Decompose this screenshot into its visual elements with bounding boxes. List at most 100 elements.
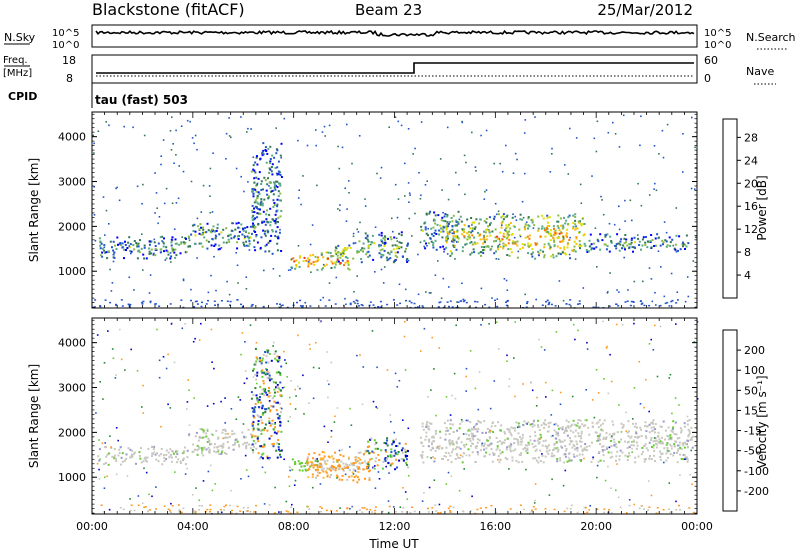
velocity-cell <box>427 511 430 513</box>
power-cell <box>397 120 400 123</box>
power-cell <box>279 174 282 176</box>
power-cell <box>136 243 139 246</box>
velocity-cell <box>390 451 393 454</box>
velocity-cell <box>454 447 457 450</box>
velocity-cell <box>564 469 567 472</box>
velocity-cell <box>380 449 383 452</box>
power-cell <box>417 253 419 256</box>
power-cell <box>335 253 338 256</box>
velocity-cell <box>215 429 218 432</box>
power-cell <box>251 188 254 191</box>
power-cell <box>163 202 166 205</box>
power-cell <box>493 215 496 218</box>
power-cell <box>466 238 469 241</box>
velocity-cell <box>543 349 546 351</box>
velocity-cell <box>432 436 435 439</box>
velocity-cell <box>396 445 399 448</box>
power-cell <box>349 246 352 249</box>
power-cell <box>251 219 254 222</box>
velocity-cell <box>481 444 483 447</box>
power-cell <box>579 220 581 223</box>
colorbar-tick-label: 8 <box>744 246 751 259</box>
velocity-cell <box>330 474 332 476</box>
power-cell <box>480 134 482 137</box>
power-cell <box>467 225 470 228</box>
power-cell <box>268 213 271 216</box>
velocity-cell <box>168 456 171 459</box>
power-cell <box>618 249 621 252</box>
velocity-cell <box>289 416 291 418</box>
power-cell <box>182 170 185 173</box>
velocity-cell <box>339 453 342 456</box>
power-cell <box>276 203 279 206</box>
power-cell <box>442 277 445 280</box>
velocity-cell <box>429 449 432 452</box>
velocity-cell <box>584 419 586 422</box>
power-cell <box>547 242 550 245</box>
velocity-cell <box>259 445 262 448</box>
velocity-cell <box>184 446 186 449</box>
power-cell <box>130 250 133 253</box>
velocity-cell <box>387 455 389 458</box>
power-cell <box>691 116 693 119</box>
velocity-cell <box>302 374 304 377</box>
velocity-cell <box>439 430 442 433</box>
velocity-cell <box>582 425 585 428</box>
velocity-cell <box>316 474 319 477</box>
power-cell <box>547 231 550 234</box>
power-cell <box>592 306 595 308</box>
velocity-cell <box>362 366 365 368</box>
velocity-cell <box>266 369 268 371</box>
power-cell <box>160 155 162 157</box>
power-cell <box>320 268 323 271</box>
velocity-cell <box>231 433 234 436</box>
velocity-cell <box>320 320 322 323</box>
power-cell <box>577 303 579 305</box>
velocity-cell <box>652 349 655 351</box>
velocity-cell <box>101 442 104 445</box>
velocity-cell <box>390 455 393 458</box>
velocity-cell <box>608 446 611 449</box>
power-cell <box>185 237 187 240</box>
power-cell <box>618 205 620 208</box>
power-cell <box>162 242 165 245</box>
velocity-cell <box>105 455 108 458</box>
velocity-cell <box>224 432 227 435</box>
power-cell <box>473 251 476 254</box>
power-cell <box>124 240 126 243</box>
velocity-cell <box>114 377 117 379</box>
power-cell <box>254 199 257 202</box>
power-cell <box>502 245 505 248</box>
velocity-cell <box>524 447 526 449</box>
power-cell <box>514 215 516 218</box>
velocity-cell <box>506 446 509 449</box>
velocity-cell <box>151 495 153 498</box>
power-cell <box>595 150 598 153</box>
velocity-cell <box>509 508 512 510</box>
velocity-cell <box>643 406 645 409</box>
power-cell <box>543 246 546 249</box>
velocity-cell <box>550 435 553 438</box>
velocity-cell <box>192 443 195 446</box>
velocity-cell <box>278 415 281 417</box>
power-cell <box>661 239 664 242</box>
power-cell <box>253 177 256 180</box>
power-cell <box>316 184 318 187</box>
power-cell <box>392 299 395 301</box>
power-cell <box>447 198 450 201</box>
power-cell <box>396 240 399 242</box>
velocity-cell <box>402 458 405 461</box>
velocity-cell <box>330 361 333 364</box>
velocity-cell <box>645 430 648 433</box>
power-cell <box>263 198 266 201</box>
power-cell <box>557 220 560 223</box>
velocity-cell <box>151 452 154 455</box>
power-cell <box>245 276 248 278</box>
velocity-cell <box>357 457 360 460</box>
power-cell <box>485 228 487 231</box>
velocity-cell <box>206 508 209 511</box>
velocity-cell <box>261 421 264 424</box>
power-cell <box>442 230 445 233</box>
velocity-cell <box>682 444 685 447</box>
